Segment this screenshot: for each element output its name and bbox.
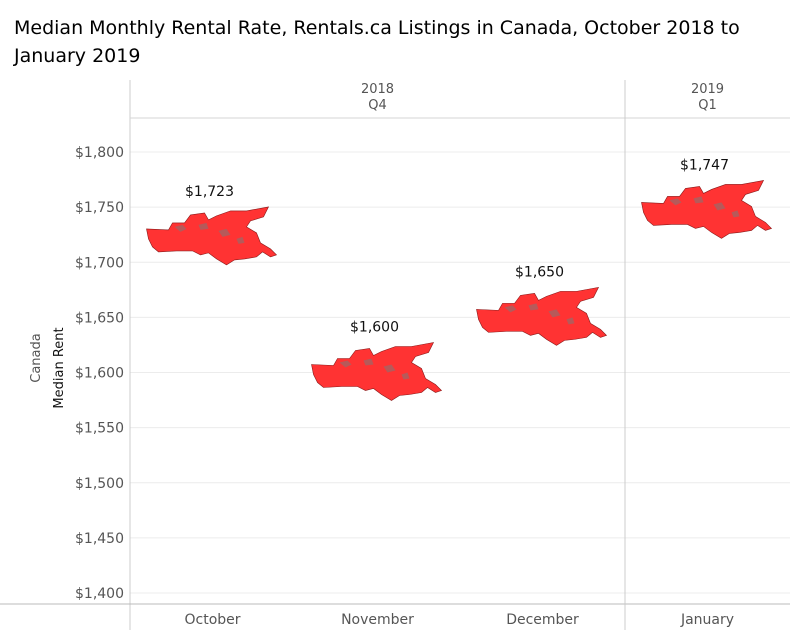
structure-layer: [0, 80, 790, 630]
x-category-label: December: [506, 612, 579, 628]
data-label: $1,650: [515, 264, 564, 280]
group-year-label: 2019: [691, 82, 724, 97]
y-tick-label: $1,400: [75, 586, 124, 602]
data-labels: $1,723 $1,600 $1,650 $1,747: [185, 157, 729, 335]
canada-map-icon: [311, 342, 442, 401]
y-axis-label-outer: Canada: [29, 333, 44, 382]
data-label: $1,747: [680, 157, 729, 173]
y-tick-label: $1,500: [75, 476, 124, 492]
data-label: $1,723: [185, 184, 234, 200]
y-tick-label: $1,600: [75, 366, 124, 382]
y-tick-label: $1,800: [75, 145, 124, 161]
group-quarter-label: Q4: [368, 98, 387, 113]
group-year-label: 2018: [361, 82, 394, 97]
x-axis-categories: October November December January: [184, 612, 734, 628]
group-quarter-label: Q1: [698, 98, 717, 113]
y-tick-label: $1,700: [75, 255, 124, 271]
data-marks: [146, 179, 772, 401]
y-tick-label: $1,450: [75, 531, 124, 547]
x-category-label: January: [680, 612, 734, 628]
y-tick-label: $1,750: [75, 200, 124, 216]
canada-map-icon: [146, 206, 277, 266]
x-category-label: October: [184, 612, 240, 628]
chart-title: Median Monthly Rental Rate, Rentals.ca L…: [14, 17, 740, 67]
y-axis-label: Median Rent: [52, 327, 67, 408]
y-axis-ticks: $1,400 $1,450 $1,500 $1,550 $1,600 $1,650 $1,7…: [75, 145, 124, 602]
x-category-label: November: [341, 612, 414, 628]
canada-map-icon: [476, 286, 607, 346]
data-label: $1,600: [350, 320, 399, 336]
y-tick-label: $1,650: [75, 310, 124, 326]
canada-map-icon: [641, 179, 772, 239]
y-tick-label: $1,550: [75, 421, 124, 437]
